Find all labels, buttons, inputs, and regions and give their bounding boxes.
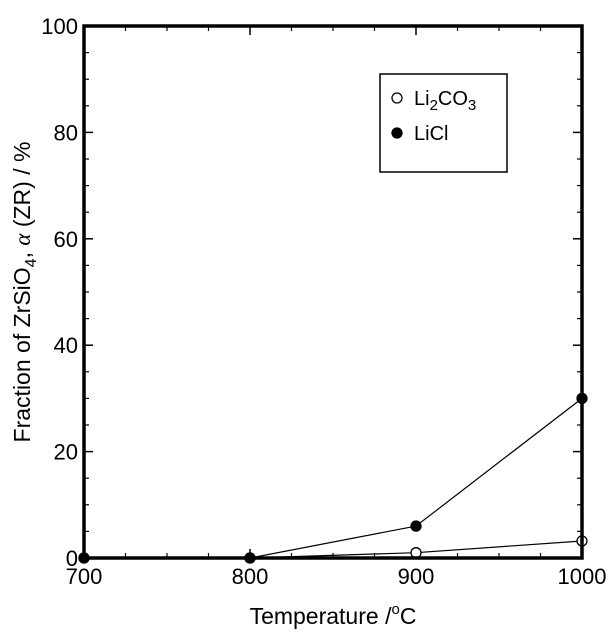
y-tick-label: 0 xyxy=(66,546,78,571)
ticks-layer: 700 800 900 1000 0 20 40 60 80 100 xyxy=(41,14,606,589)
x-tick-label: 900 xyxy=(398,564,435,589)
x-tick-label: 1000 xyxy=(558,564,607,589)
y-tick-label: 60 xyxy=(54,227,78,252)
y-tick-label: 40 xyxy=(54,333,78,358)
data-point-licl xyxy=(410,520,422,532)
legend-label-li2co3: Li2CO3 xyxy=(414,88,476,114)
x-tick-label: 800 xyxy=(232,564,269,589)
y-tick-label: 100 xyxy=(41,14,78,39)
x-axis-title: Temperature /oC xyxy=(250,601,417,629)
plot-frame xyxy=(82,24,584,560)
series-line-li2co3 xyxy=(84,540,583,559)
legend-label-licl: LiCl xyxy=(414,123,448,145)
lines-layer xyxy=(84,397,583,559)
y-axis-title: Fraction of ZrSiO4, α (ZR) / % xyxy=(9,142,40,443)
legend-box xyxy=(379,73,508,173)
legend-marker-licl xyxy=(391,127,403,139)
legend: Li2CO3 LiCl xyxy=(379,73,508,173)
series-line-licl xyxy=(84,397,583,559)
x-tick-label: 700 xyxy=(66,564,103,589)
y-tick-label: 20 xyxy=(54,440,78,465)
points-layer xyxy=(78,392,588,564)
legend-marker-li2co3 xyxy=(391,92,403,104)
y-tick-label: 80 xyxy=(54,120,78,145)
data-point-li2co3 xyxy=(410,547,422,559)
